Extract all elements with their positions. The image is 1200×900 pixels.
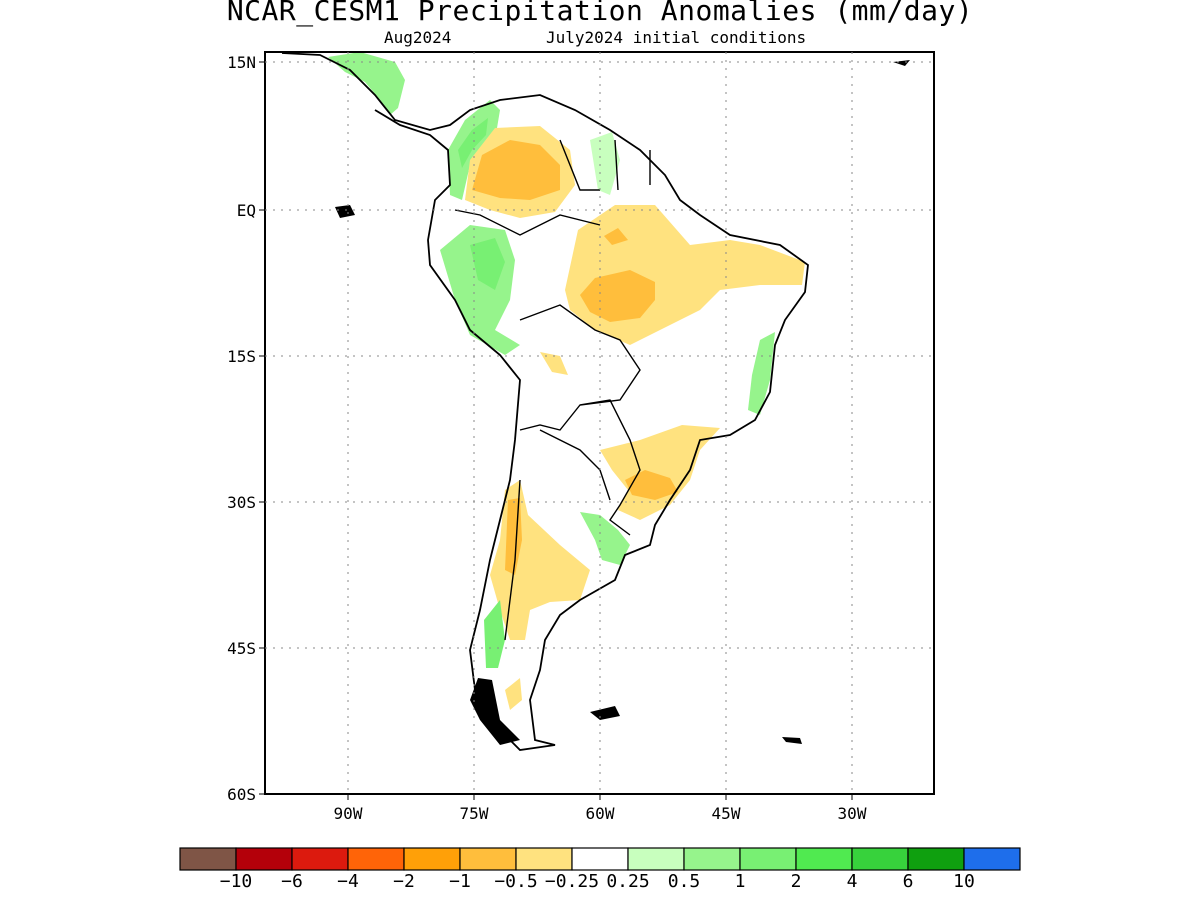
se-brazil-dry xyxy=(600,425,720,520)
colorbar-label: 4 xyxy=(846,871,858,892)
colorbar-swatch xyxy=(571,847,629,871)
colorbar-label: −0.5 xyxy=(494,871,538,892)
colorbar-swatch xyxy=(235,847,293,871)
colorbar-swatch xyxy=(403,847,461,871)
uruguay-wet xyxy=(580,512,630,565)
south-america-outline xyxy=(281,52,809,751)
coastlines xyxy=(281,52,809,751)
colorbar-label: 1 xyxy=(734,871,746,892)
se-brazil-dry-core xyxy=(625,470,678,500)
colorbar-swatch xyxy=(851,847,909,871)
lon-label: 90W xyxy=(334,804,363,823)
lat-label: 45S xyxy=(227,639,256,658)
falkland-islands xyxy=(590,706,620,720)
colombia-wet-core xyxy=(458,118,488,168)
colorbar xyxy=(179,847,1021,871)
colorbar-label: −6 xyxy=(281,871,303,892)
country-borders xyxy=(454,139,651,641)
colorbar-label: −4 xyxy=(337,871,359,892)
colorbar-label: −0.25 xyxy=(544,871,600,892)
lon-label: 45W xyxy=(712,804,741,823)
colorbar-swatch xyxy=(459,847,517,871)
lon-label: 60W xyxy=(586,804,615,823)
colorbar-label: −10 xyxy=(219,871,253,892)
lon-label: 30W xyxy=(838,804,867,823)
islands xyxy=(335,60,910,745)
colorbar-swatch xyxy=(347,847,405,871)
argentina-dry xyxy=(490,480,590,640)
colorbar-label: −2 xyxy=(393,871,415,892)
atlantic-islets xyxy=(893,60,910,66)
colorbar-label: 6 xyxy=(902,871,914,892)
south-georgia xyxy=(782,737,802,744)
axis-ticks: 15N EQ 15S 30S 45S 60S 90W 75W 60W 45W 30W xyxy=(227,53,867,823)
anomaly-shading xyxy=(328,52,805,710)
patagonia-dry xyxy=(505,678,522,710)
lat-label: 60S xyxy=(227,785,256,804)
lat-label: 15N xyxy=(227,53,256,72)
map-title: NCAR_CESM1 Precipitation Anomalies (mm/d… xyxy=(226,0,974,27)
east-coast-wet xyxy=(748,332,775,415)
forecast-month: Aug2024 xyxy=(384,28,452,47)
colorbar-swatch xyxy=(291,847,349,871)
lat-label: 30S xyxy=(227,493,256,512)
colorbar-swatch xyxy=(683,847,741,871)
central-america-wet xyxy=(328,52,405,115)
lat-label: 15S xyxy=(227,347,256,366)
amazon-dry-core xyxy=(580,270,655,322)
colorbar-swatch xyxy=(907,847,965,871)
colorbar-swatch xyxy=(515,847,573,871)
lon-label: 75W xyxy=(460,804,489,823)
tierra-del-fuego xyxy=(470,678,520,745)
peru-wet-core xyxy=(470,238,505,290)
lat-label: EQ xyxy=(237,201,256,220)
chile-wet xyxy=(484,600,505,668)
initial-conditions: July2024 initial conditions xyxy=(546,28,807,47)
colorbar-swatch xyxy=(795,847,853,871)
colorbar-label: 2 xyxy=(790,871,802,892)
amazon-dry xyxy=(565,205,805,345)
colorbar-label: −1 xyxy=(449,871,471,892)
bolivia-dry xyxy=(540,352,568,375)
colorbar-swatch xyxy=(179,847,237,871)
colorbar-swatch xyxy=(739,847,797,871)
colorbar-swatch xyxy=(963,847,1021,871)
colorbar-label: 0.25 xyxy=(606,871,650,892)
guiana-wet xyxy=(590,132,620,195)
amazon-dry-spot xyxy=(604,228,628,245)
colorbar-label: 10 xyxy=(953,871,975,892)
galapagos-islands xyxy=(335,205,355,218)
colorbar-swatch xyxy=(627,847,685,871)
venezuela-dry-core xyxy=(472,140,560,200)
colorbar-label: 0.5 xyxy=(667,871,701,892)
